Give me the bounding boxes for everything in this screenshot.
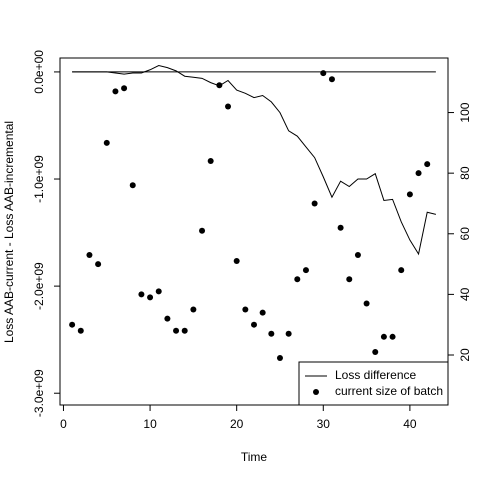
y-tick-label: -2.0e+09: [32, 262, 46, 310]
point: [199, 227, 206, 234]
y-tick-label: -1.0e+09: [32, 155, 46, 203]
x-tick-label: 0: [60, 417, 67, 431]
point: [86, 251, 93, 258]
legend-label: Loss difference: [335, 368, 416, 382]
plot-box: [59, 57, 449, 406]
legend-label: current size of batch: [335, 384, 443, 398]
point: [268, 330, 275, 337]
point: [190, 306, 197, 313]
point: [95, 261, 102, 268]
point: [294, 276, 301, 283]
point: [406, 191, 413, 198]
point: [138, 291, 145, 298]
y2-tick-label: 60: [458, 227, 472, 241]
point: [415, 170, 422, 177]
point: [207, 158, 214, 165]
point: [372, 348, 379, 355]
point: [311, 200, 318, 207]
point: [77, 327, 84, 334]
point: [380, 333, 387, 340]
legend-point: [313, 389, 319, 395]
point: [147, 294, 154, 301]
y-tick-label: -3.0e+09: [32, 369, 46, 417]
x-axis-label: Time: [241, 450, 268, 464]
point: [112, 88, 119, 95]
point: [164, 315, 171, 322]
x-tick-label: 30: [317, 417, 331, 431]
point: [173, 327, 180, 334]
point: [389, 333, 396, 340]
point: [69, 321, 76, 328]
point: [233, 258, 240, 265]
y2-tick-label: 20: [458, 348, 472, 362]
point: [363, 300, 370, 307]
legend-box: [298, 361, 449, 406]
point: [346, 276, 353, 283]
point: [285, 330, 292, 337]
point: [121, 85, 128, 92]
point: [225, 103, 232, 110]
point: [181, 327, 188, 334]
point: [354, 251, 361, 258]
x-tick-label: 20: [230, 417, 244, 431]
point: [302, 267, 309, 274]
y2-tick-label: 100: [458, 102, 472, 122]
point: [398, 267, 405, 274]
point: [276, 355, 283, 362]
y-axis-label: Loss AAB-current - Loss AAB-incremental: [2, 121, 16, 343]
point: [328, 76, 335, 83]
point: [259, 309, 266, 316]
point: [155, 288, 162, 295]
x-tick-label: 40: [403, 417, 417, 431]
point: [216, 82, 223, 89]
y-tick-label: 0.0e+00: [32, 50, 46, 94]
point: [320, 70, 327, 77]
point: [242, 306, 249, 313]
point: [251, 321, 257, 328]
point: [103, 139, 110, 146]
line: [72, 64, 436, 256]
y2-tick-label: 40: [458, 287, 472, 301]
x-tick-label: 10: [143, 417, 157, 431]
point: [129, 182, 136, 189]
point: [424, 161, 431, 168]
y2-tick-label: 80: [458, 166, 472, 180]
point: [337, 224, 344, 231]
